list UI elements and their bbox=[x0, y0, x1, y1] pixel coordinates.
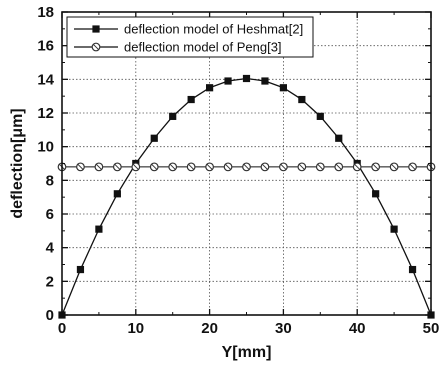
data-point-heshmat bbox=[242, 74, 251, 83]
data-point-heshmat bbox=[76, 265, 85, 274]
data-point-peng bbox=[242, 162, 251, 172]
legend-item-heshmat: deflection model of Heshmat[2] bbox=[74, 22, 303, 37]
marker-cross bbox=[206, 163, 213, 170]
x-tick-label: 50 bbox=[423, 320, 440, 337]
data-point-peng bbox=[223, 162, 233, 172]
data-point-peng bbox=[297, 162, 307, 172]
legend-box bbox=[66, 16, 314, 58]
data-point-peng bbox=[76, 162, 85, 172]
data-point-heshmat bbox=[279, 84, 287, 92]
legend-circle-marker bbox=[91, 42, 101, 52]
y-axis-title: deflection[μm] bbox=[9, 108, 26, 218]
marker-cross bbox=[409, 163, 416, 170]
data-point-peng bbox=[371, 162, 381, 172]
marker-cross bbox=[261, 163, 269, 170]
data-point-peng bbox=[260, 162, 270, 172]
data-point-peng bbox=[94, 162, 104, 172]
data-point-peng bbox=[112, 162, 122, 172]
data-point-peng bbox=[352, 162, 362, 172]
x-tick-label: 40 bbox=[349, 320, 366, 337]
y-tick-label: 18 bbox=[37, 4, 54, 21]
y-tick-label: 6 bbox=[46, 206, 54, 223]
legend-marker-peng bbox=[91, 42, 101, 52]
legend-square-marker bbox=[92, 25, 100, 33]
marker-cross bbox=[372, 163, 379, 170]
data-point-peng bbox=[168, 162, 178, 172]
data-point-peng bbox=[389, 162, 399, 172]
data-point-heshmat bbox=[113, 190, 121, 198]
marker-cross bbox=[243, 163, 250, 170]
y-tick-label: 2 bbox=[46, 273, 54, 290]
marker-cross bbox=[188, 163, 195, 170]
marker-cross bbox=[298, 163, 305, 170]
data-point-peng bbox=[315, 162, 325, 172]
y-tick-label: 0 bbox=[46, 307, 54, 324]
tick-labels: 0 10 20 30 40 50 0 2 4 6 8 10 12 14 16 18 bbox=[37, 4, 439, 337]
data-point-heshmat bbox=[372, 190, 380, 198]
marker-cross bbox=[114, 163, 121, 170]
y-tick-label: 8 bbox=[46, 172, 54, 189]
data-point-heshmat bbox=[335, 134, 343, 142]
data-point-peng bbox=[205, 162, 215, 172]
data-point-peng bbox=[279, 162, 288, 172]
legend: deflection model of Heshmat[2] deflectio… bbox=[66, 16, 314, 58]
legend-label-heshmat: deflection model of Heshmat[2] bbox=[124, 22, 303, 37]
marker-cross bbox=[92, 43, 100, 51]
marker-cross bbox=[224, 163, 232, 170]
y-tick-label: 4 bbox=[46, 240, 55, 257]
marker-cross bbox=[151, 163, 158, 170]
y-tick-label: 10 bbox=[37, 139, 54, 156]
data-point-heshmat bbox=[390, 225, 398, 233]
marker-cross bbox=[132, 163, 139, 170]
data-point-heshmat bbox=[206, 84, 214, 92]
marker-cross bbox=[354, 163, 361, 170]
x-tick-label: 20 bbox=[201, 320, 218, 337]
data-point-heshmat bbox=[95, 225, 103, 233]
data-point-peng bbox=[149, 162, 159, 172]
marker-cross bbox=[391, 163, 398, 170]
marker-cross bbox=[169, 163, 176, 170]
x-axis-title: Y[mm] bbox=[222, 344, 272, 361]
marker-cross bbox=[95, 163, 102, 170]
marker-cross bbox=[317, 163, 324, 170]
legend-label-peng: deflection model of Peng[3] bbox=[124, 40, 282, 55]
x-tick-label: 10 bbox=[127, 320, 144, 337]
x-tick-label: 0 bbox=[58, 320, 66, 337]
data-point-peng bbox=[408, 162, 417, 172]
data-point-heshmat bbox=[187, 95, 195, 104]
data-point-heshmat bbox=[261, 77, 269, 85]
y-tick-label: 14 bbox=[37, 71, 54, 88]
data-point-heshmat bbox=[224, 77, 232, 85]
data-point-heshmat bbox=[316, 112, 324, 120]
marker-cross bbox=[77, 163, 84, 170]
data-point-heshmat bbox=[298, 95, 306, 104]
data-point-peng bbox=[186, 162, 196, 172]
series-markers bbox=[57, 74, 436, 319]
legend-marker-heshmat bbox=[92, 25, 100, 33]
marker-cross bbox=[335, 163, 342, 170]
axis-ticks bbox=[61, 11, 432, 316]
y-tick-label: 12 bbox=[37, 105, 54, 122]
data-point-heshmat bbox=[408, 265, 417, 274]
y-tick-label: 16 bbox=[37, 38, 54, 55]
legend-item-peng: deflection model of Peng[3] bbox=[74, 40, 282, 55]
data-point-heshmat bbox=[150, 134, 158, 142]
data-point-peng bbox=[334, 162, 344, 172]
x-tick-label: 30 bbox=[275, 320, 292, 337]
data-point-heshmat bbox=[169, 112, 177, 120]
data-point-peng bbox=[131, 162, 141, 172]
marker-cross bbox=[280, 163, 287, 170]
